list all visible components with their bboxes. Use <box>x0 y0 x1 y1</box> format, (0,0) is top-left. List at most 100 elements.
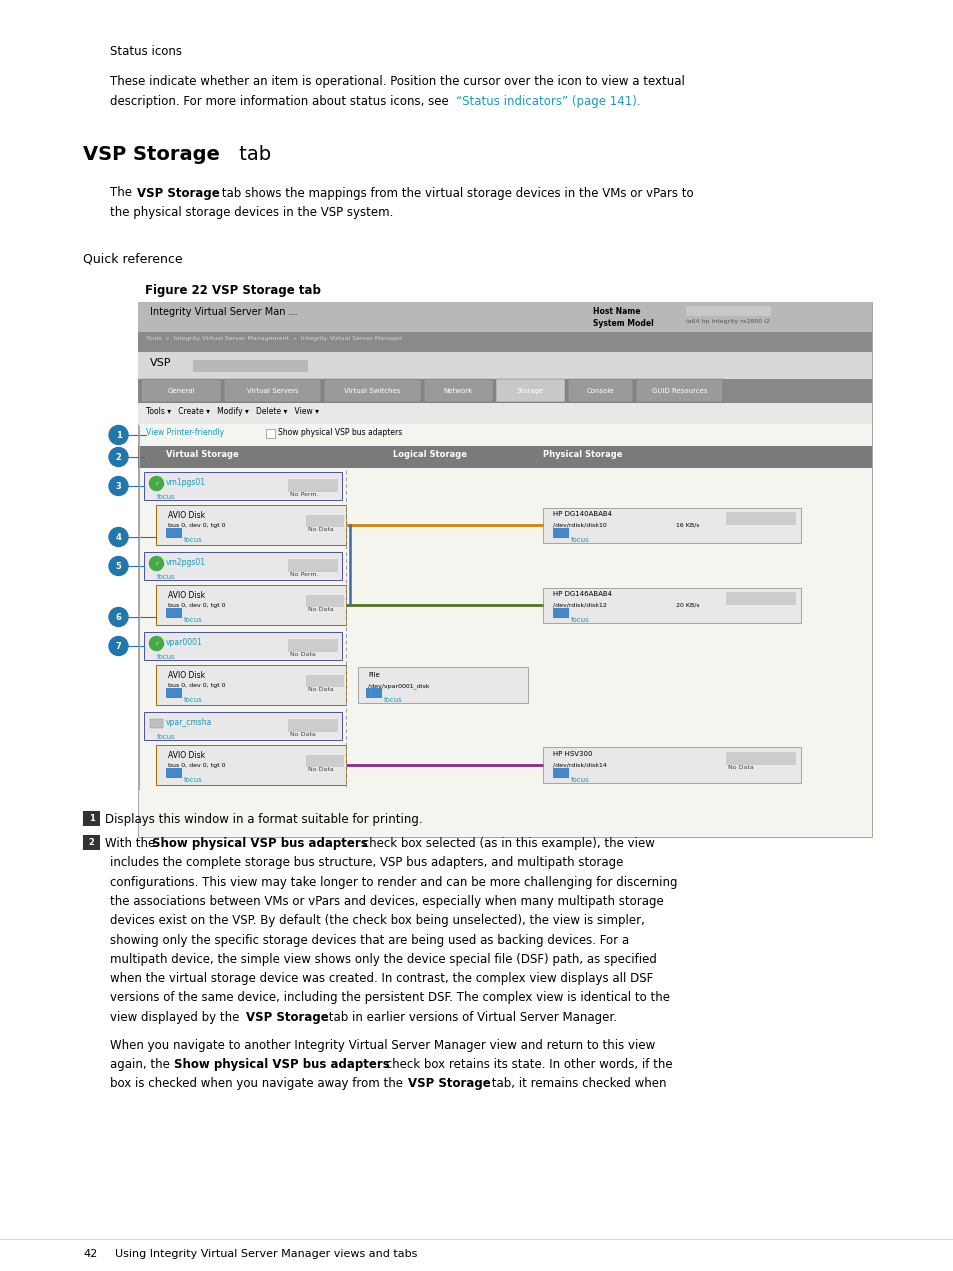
Text: VSP Storage: VSP Storage <box>136 187 219 200</box>
Text: ✓: ✓ <box>154 641 158 646</box>
Text: configurations. This view may take longer to render and can be more challenging : configurations. This view may take longe… <box>110 876 677 888</box>
Text: AVIO Disk: AVIO Disk <box>168 591 205 600</box>
Bar <box>496 379 564 402</box>
Text: VSP: VSP <box>150 358 172 369</box>
Circle shape <box>109 637 128 656</box>
Text: When you navigate to another Integrity Virtual Server Manager view and return to: When you navigate to another Integrity V… <box>110 1038 655 1051</box>
Text: No Perm.: No Perm. <box>290 492 318 497</box>
Text: 16 KB/s: 16 KB/s <box>676 522 699 527</box>
Text: General: General <box>167 388 194 394</box>
Bar <box>156 745 346 785</box>
Text: Using Integrity Virtual Server Manager views and tabs: Using Integrity Virtual Server Manager v… <box>115 1249 417 1260</box>
Bar <box>166 768 182 778</box>
Text: 7: 7 <box>115 642 121 651</box>
Circle shape <box>109 608 128 627</box>
Text: Tools  »  Integrity Virtual Server Management  »  Integrity Virtual Server Manag: Tools » Integrity Virtual Server Managem… <box>146 336 402 341</box>
Text: 2: 2 <box>115 452 121 461</box>
Text: ia64 hp integrity rx2800 i2: ia64 hp integrity rx2800 i2 <box>685 319 769 324</box>
Bar <box>542 747 801 783</box>
Bar <box>306 515 344 526</box>
Bar <box>156 665 346 705</box>
Text: focus: focus <box>184 536 203 543</box>
Text: 42: 42 <box>83 1249 97 1260</box>
Text: Show physical VSP bus adapters: Show physical VSP bus adapters <box>174 1057 390 1071</box>
Text: VSP Storage: VSP Storage <box>245 1010 328 1023</box>
Text: No Perm.: No Perm. <box>290 572 318 577</box>
Text: tab: tab <box>233 145 271 164</box>
Bar <box>725 512 795 525</box>
Text: 6: 6 <box>115 613 121 622</box>
Bar <box>288 559 337 572</box>
Text: focus: focus <box>571 536 589 543</box>
Bar <box>224 379 320 402</box>
Text: devices exist on the VSP. By default (the check box being unselected), the view : devices exist on the VSP. By default (th… <box>110 914 644 928</box>
Text: Show physical VSP bus adapters: Show physical VSP bus adapters <box>152 838 367 850</box>
Bar <box>288 479 337 492</box>
Text: focus: focus <box>184 777 203 783</box>
Bar <box>83 835 100 849</box>
Text: 1: 1 <box>115 431 121 440</box>
Bar <box>138 332 871 352</box>
Text: bus 0, dev 0, tgt 0: bus 0, dev 0, tgt 0 <box>168 522 225 527</box>
Text: the physical storage devices in the VSP system.: the physical storage devices in the VSP … <box>110 206 393 219</box>
Circle shape <box>109 527 128 547</box>
Text: View Printer-friendly: View Printer-friendly <box>146 428 224 437</box>
Text: includes the complete storage bus structure, VSP bus adapters, and multipath sto: includes the complete storage bus struct… <box>110 857 622 869</box>
Bar <box>193 360 308 372</box>
Text: vm1pgs01: vm1pgs01 <box>166 478 206 487</box>
Text: ✓: ✓ <box>154 561 158 566</box>
Text: Network: Network <box>443 388 473 394</box>
Bar <box>138 302 871 838</box>
Text: focus: focus <box>156 573 175 580</box>
Text: /dev/rdisk/disk10: /dev/rdisk/disk10 <box>553 522 606 527</box>
Text: vpar_cmsha: vpar_cmsha <box>166 718 213 727</box>
Bar <box>144 712 341 740</box>
Bar <box>138 446 871 468</box>
Bar <box>553 527 568 538</box>
Text: bus 0, dev 0, tgt 0: bus 0, dev 0, tgt 0 <box>168 763 225 768</box>
Text: 3: 3 <box>115 482 121 491</box>
Text: These indicate whether an item is operational. Position the cursor over the icon: These indicate whether an item is operat… <box>110 75 684 88</box>
Text: /dev/vpar0001_disk: /dev/vpar0001_disk <box>368 684 429 689</box>
Text: again, the: again, the <box>110 1057 173 1071</box>
Text: Tools ▾   Create ▾   Modify ▾   Delete ▾   View ▾: Tools ▾ Create ▾ Modify ▾ Delete ▾ View … <box>146 407 318 416</box>
Bar <box>288 719 337 732</box>
Text: “Status indicators” (page 141).: “Status indicators” (page 141). <box>456 94 640 108</box>
Text: vpar0001: vpar0001 <box>166 638 203 647</box>
Bar <box>138 352 871 379</box>
Bar <box>83 811 100 825</box>
Text: Virtual Switches: Virtual Switches <box>344 388 400 394</box>
Text: description. For more information about status icons, see: description. For more information about … <box>110 94 452 108</box>
Text: Virtual Storage: Virtual Storage <box>166 450 238 459</box>
Text: Physical Storage: Physical Storage <box>542 450 622 459</box>
Text: bus 0, dev 0, tgt 0: bus 0, dev 0, tgt 0 <box>168 602 225 608</box>
Text: Storage: Storage <box>517 388 543 394</box>
Bar <box>166 608 182 618</box>
Text: focus: focus <box>571 777 589 783</box>
Text: Integrity Virtual Server Man ...: Integrity Virtual Server Man ... <box>150 308 297 316</box>
Text: GUID Resources: GUID Resources <box>651 388 706 394</box>
Text: HP DG146ABAB4: HP DG146ABAB4 <box>553 591 612 597</box>
Text: focus: focus <box>156 653 175 660</box>
Text: 5: 5 <box>115 562 121 571</box>
Bar <box>553 768 568 778</box>
Text: AVIO Disk: AVIO Disk <box>168 671 205 680</box>
Text: No Data: No Data <box>290 732 315 737</box>
Bar <box>542 588 801 623</box>
Text: Logical Storage: Logical Storage <box>393 450 467 459</box>
Text: /dev/rdisk/disk12: /dev/rdisk/disk12 <box>553 602 606 608</box>
Circle shape <box>150 637 163 651</box>
Text: tab, it remains checked when: tab, it remains checked when <box>488 1078 666 1091</box>
Bar <box>138 403 871 425</box>
Bar <box>150 719 162 727</box>
Bar <box>423 379 493 402</box>
Bar <box>306 595 344 606</box>
Text: Figure 22 VSP Storage tab: Figure 22 VSP Storage tab <box>145 283 320 297</box>
Circle shape <box>150 477 163 491</box>
Text: Host Name: Host Name <box>593 308 639 316</box>
Bar <box>567 379 633 402</box>
Text: box is checked when you navigate away from the: box is checked when you navigate away fr… <box>110 1078 406 1091</box>
Bar <box>144 552 341 580</box>
Text: 1: 1 <box>89 813 94 824</box>
Circle shape <box>109 557 128 576</box>
